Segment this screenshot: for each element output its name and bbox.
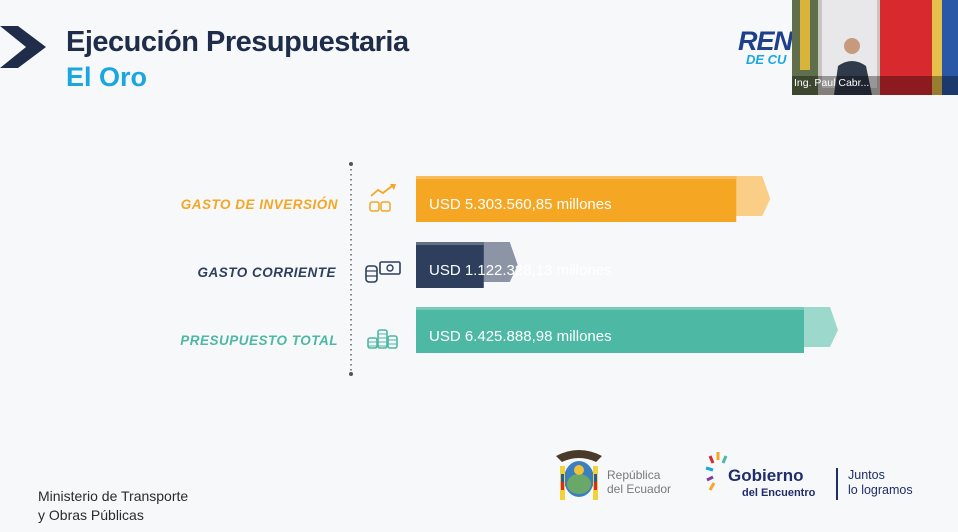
growth-coins-icon <box>369 201 380 212</box>
republica-line1: República <box>607 468 661 482</box>
ecuador-coat-of-arms-icon <box>556 450 602 500</box>
juntos-line2: lo logramos <box>848 483 913 497</box>
bar-highlight-0 <box>416 176 737 179</box>
gobierno-text: Gobierno <box>728 466 804 485</box>
category-label-corriente: GASTO CORRIENTE <box>197 265 336 280</box>
bar-value-label-inversion: USD 5.303.560,85 millones <box>429 196 612 213</box>
coin-stack-icon-part-2 <box>387 335 398 349</box>
juntos-line1: Juntos <box>848 468 885 482</box>
growth-arrow-icon <box>370 185 393 197</box>
growth-coins-icon-part <box>380 201 391 212</box>
rendicion-logo: REN <box>738 26 793 56</box>
gobierno-star-icon <box>705 452 728 491</box>
axis-top-dot <box>349 162 353 166</box>
video-scene <box>792 0 958 95</box>
republica-ecuador-text: República del Ecuador <box>607 468 671 496</box>
cash-bill-circle-icon <box>386 264 394 272</box>
participant-name: Ing. Paul Cabr... <box>794 77 870 89</box>
cash-coins-icon <box>379 261 401 275</box>
bar-value-label-total: USD 6.425.888,98 millones <box>429 328 612 345</box>
logo-divider <box>836 468 838 500</box>
republica-line2: del Ecuador <box>607 482 672 496</box>
bar-end-cap-1 <box>475 242 518 282</box>
ministry-line2: y Obras Públicas <box>38 507 144 523</box>
bar-1 <box>416 242 484 288</box>
chevron-arrow-icon <box>0 26 46 68</box>
ministry-line1: Ministerio de Transporte <box>38 488 189 504</box>
page-title: Ejecución Presupuestaria <box>66 26 409 58</box>
bar-highlight-2 <box>416 307 804 310</box>
bar-highlight-1 <box>416 242 484 245</box>
bar-2 <box>416 307 804 353</box>
page-subtitle: El Oro <box>66 62 148 92</box>
gobierno-sub-text: del Encuentro <box>742 487 816 499</box>
bar-end-cap-2 <box>796 307 838 347</box>
growth-arrow-head-icon <box>390 184 396 190</box>
bar-0 <box>416 176 737 222</box>
coin-stack-icon-part-1 <box>377 329 388 349</box>
category-label-inversion: GASTO DE INVERSIÓN <box>180 197 338 212</box>
video-thumbnail[interactable]: Ing. Paul Cabr... <box>792 0 958 95</box>
axis-bottom-dot <box>349 372 353 376</box>
category-label-total: PRESUPUESTO TOTAL <box>180 333 338 348</box>
bar-value-label-corriente: USD 1.122.328,13 millones <box>429 262 612 279</box>
rendicion-logo-sub: DE CU <box>746 52 787 67</box>
coin-stack-icon <box>367 337 378 349</box>
coin-stack-small-icon <box>365 265 378 283</box>
ministry-name: Ministerio de Transporte y Obras Pública… <box>38 487 188 525</box>
bar-end-cap-0 <box>728 176 771 216</box>
juntos-text: Juntos lo logramos <box>848 468 913 498</box>
